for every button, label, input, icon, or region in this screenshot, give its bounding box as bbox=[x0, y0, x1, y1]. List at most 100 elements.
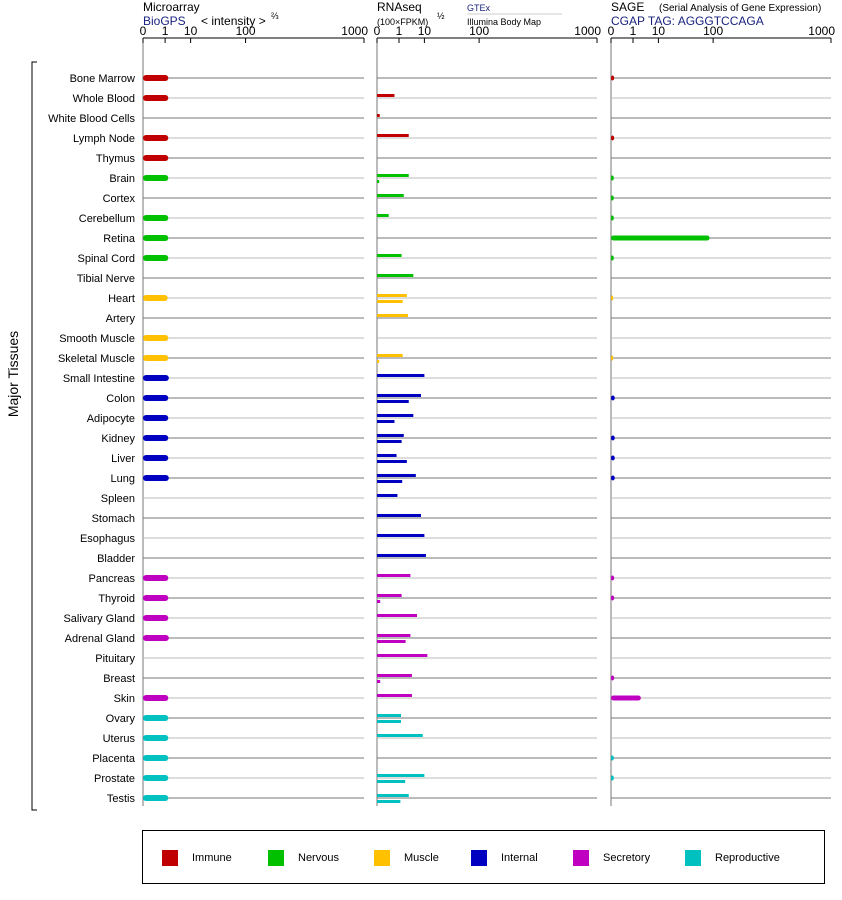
gtex-bar bbox=[377, 594, 402, 597]
microarray-bar bbox=[143, 95, 169, 101]
legend-label: Nervous bbox=[298, 852, 339, 864]
gtex-bar bbox=[377, 434, 404, 437]
gtex-bar bbox=[377, 414, 414, 417]
legend-swatch bbox=[471, 850, 487, 866]
major-tissues-label: Major Tissues bbox=[5, 331, 21, 417]
sage-bar bbox=[611, 355, 614, 361]
tissue-label: Whole Blood bbox=[73, 93, 135, 105]
legend-item: Secretory bbox=[573, 850, 650, 866]
legend-label: Secretory bbox=[603, 852, 651, 864]
bodymap-bar bbox=[377, 300, 403, 303]
legend-item: Muscle bbox=[374, 850, 439, 866]
microarray-bar bbox=[143, 75, 169, 81]
gtex-bar bbox=[377, 534, 425, 537]
tissue-label: Thymus bbox=[96, 153, 136, 165]
sage-header: SAGE (Serial Analysis of Gene Expression… bbox=[611, 0, 821, 28]
bodymap-bar bbox=[377, 360, 380, 363]
legend: Immune Nervous Muscle Internal Secretory Repr… bbox=[142, 830, 825, 884]
gtex-bar bbox=[377, 614, 417, 617]
tissue-label: Breast bbox=[103, 673, 135, 685]
gtex-bar bbox=[377, 114, 380, 117]
sage-bar bbox=[611, 435, 615, 441]
microarray-bar bbox=[143, 615, 169, 621]
legend-item: Reproductive bbox=[685, 850, 780, 866]
legend-swatch bbox=[685, 850, 701, 866]
gtex-bar bbox=[377, 454, 397, 457]
microarray-bar bbox=[143, 595, 169, 601]
bodymap-bar bbox=[377, 460, 407, 463]
bodymap-bar bbox=[377, 400, 409, 403]
gtex-bar bbox=[377, 734, 423, 737]
sage-bar bbox=[611, 195, 614, 201]
legend-swatch bbox=[374, 850, 390, 866]
microarray-bar bbox=[143, 155, 169, 161]
tissue-label: Cerebellum bbox=[79, 213, 135, 225]
major-tissues-bracket bbox=[31, 61, 37, 811]
rnaseq-unit-exp: ½ bbox=[437, 11, 445, 21]
gtex-bar bbox=[377, 634, 411, 637]
rnaseq-tick-label-100: 100 bbox=[469, 24, 489, 38]
tissue-label: Artery bbox=[106, 313, 136, 325]
legend-item: Immune bbox=[162, 850, 232, 866]
legend-label: Internal bbox=[501, 852, 538, 864]
microarray-bar bbox=[143, 295, 168, 301]
sage-bar bbox=[611, 215, 614, 221]
rnaseq-tick-label-1000: 1000 bbox=[574, 24, 601, 38]
microarray-bar bbox=[143, 635, 169, 641]
tissue-label: Pituitary bbox=[95, 653, 135, 665]
gtex-bar bbox=[377, 94, 395, 97]
tissue-rows: Bone Marrow Whole Blood White Blood Cells L… bbox=[48, 73, 831, 805]
bodymap-bar bbox=[377, 640, 406, 643]
tissue-label: Colon bbox=[106, 393, 135, 405]
tissue-label: Bladder bbox=[97, 553, 135, 565]
tissue-label: Spinal Cord bbox=[78, 253, 135, 265]
microarray-header: Microarray BioGPS < intensity > ⅔ bbox=[143, 0, 279, 28]
tissue-label: Testis bbox=[107, 793, 136, 805]
microarray-bar bbox=[143, 435, 169, 441]
microarray-source: BioGPS bbox=[143, 14, 186, 28]
sage-bar bbox=[611, 755, 614, 761]
microarray-bar bbox=[143, 335, 169, 341]
gtex-bar bbox=[377, 514, 421, 517]
microarray-bar bbox=[143, 135, 169, 141]
microarray-tick-label-1: 1 bbox=[162, 24, 169, 38]
axes: 0 1 10 100 1000 0 1 10 100 1000 0 1 10 100 1000 bbox=[140, 24, 835, 806]
microarray-bar bbox=[143, 175, 169, 181]
gtex-bar bbox=[377, 554, 426, 557]
tissue-label: Kidney bbox=[101, 433, 135, 445]
microarray-unit: < intensity > bbox=[201, 14, 266, 28]
tissue-label: Esophagus bbox=[80, 533, 136, 545]
tissue-label: Retina bbox=[103, 233, 136, 245]
microarray-bar bbox=[143, 475, 169, 481]
bodymap-bar bbox=[377, 440, 402, 443]
rnaseq-header: RNAseq (100×FPKM) ½ GTEx Illumina Body M… bbox=[377, 0, 562, 27]
sage-bar bbox=[611, 235, 710, 241]
bars bbox=[143, 75, 710, 803]
legend-swatch bbox=[268, 850, 284, 866]
gtex-bar bbox=[377, 394, 421, 397]
sage-tick-label-1000: 1000 bbox=[808, 24, 835, 38]
tissue-label: Pancreas bbox=[89, 573, 136, 585]
sage-bar bbox=[611, 395, 615, 401]
bodymap-bar bbox=[377, 780, 406, 783]
bodymap-bar bbox=[377, 600, 381, 603]
tissue-label: Salivary Gland bbox=[63, 613, 135, 625]
sage-bar bbox=[611, 595, 615, 601]
tissue-label: Brain bbox=[109, 173, 135, 185]
rnaseq-title: RNAseq bbox=[377, 0, 422, 14]
legend-swatch bbox=[573, 850, 589, 866]
gtex-bar bbox=[377, 134, 409, 137]
gtex-bar bbox=[377, 294, 407, 297]
sage-subtitle: (Serial Analysis of Gene Expression) bbox=[659, 3, 821, 14]
gtex-bar bbox=[377, 174, 409, 177]
sage-tick-label-10: 10 bbox=[652, 24, 666, 38]
bodymap-bar bbox=[377, 720, 402, 723]
microarray-bar bbox=[143, 255, 169, 261]
rnaseq-unit: (100×FPKM) bbox=[377, 17, 428, 27]
tissue-label: Cortex bbox=[103, 193, 136, 205]
sage-bar bbox=[611, 175, 614, 181]
microarray-unit-exp: ⅔ bbox=[271, 11, 279, 21]
gtex-bar bbox=[377, 654, 428, 657]
gtex-bar bbox=[377, 254, 402, 257]
microarray-bar bbox=[143, 415, 169, 421]
